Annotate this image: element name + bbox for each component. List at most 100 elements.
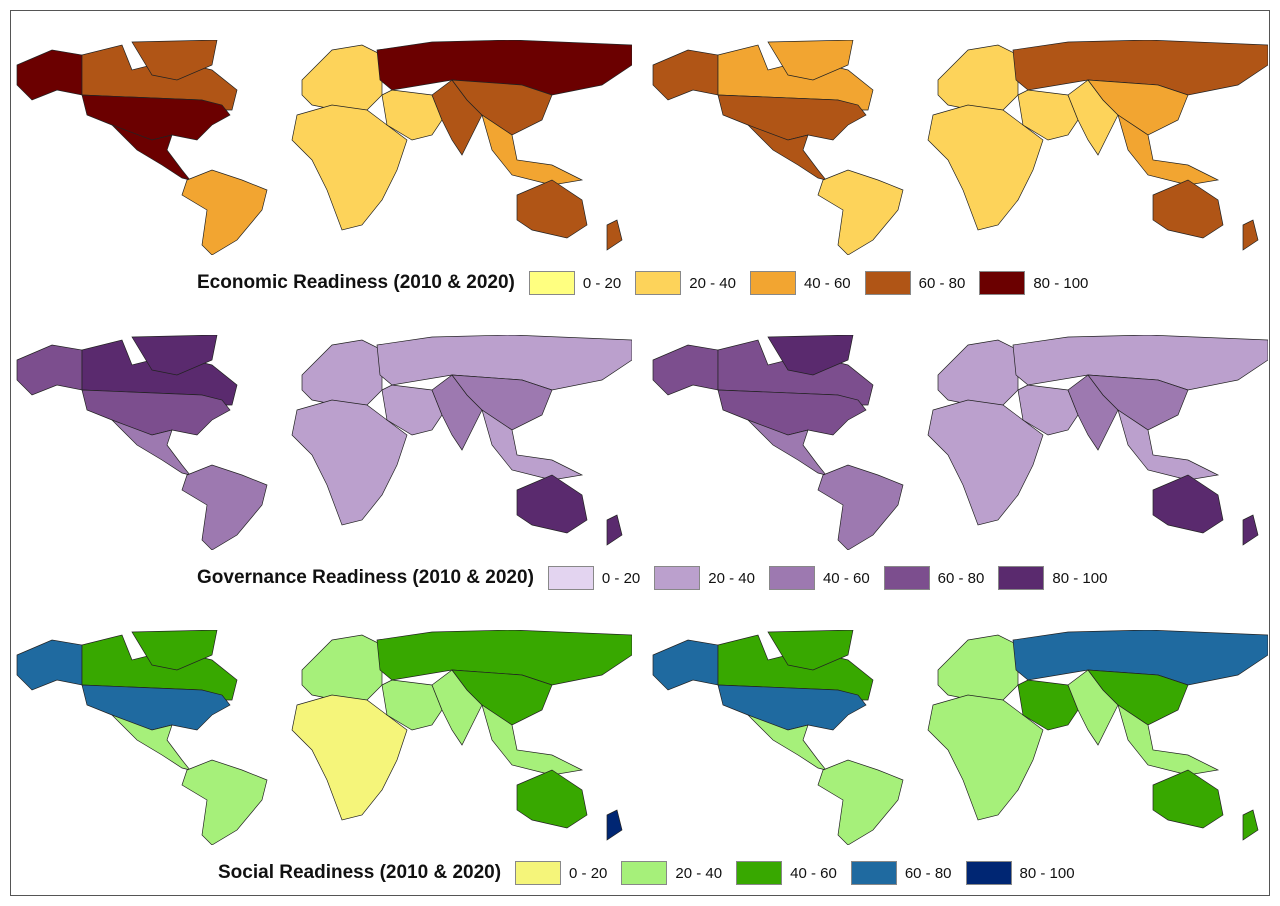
region-usa	[717, 389, 867, 436]
region-mideast	[381, 384, 443, 436]
region-africa	[927, 399, 1044, 526]
legend-item: 60 - 80	[850, 861, 958, 885]
region-alaska	[16, 49, 83, 101]
world-map-1-2020	[648, 334, 1269, 551]
region-europe	[937, 634, 1019, 701]
region-mexico	[747, 124, 827, 181]
region-alaska	[652, 49, 719, 101]
world-map-2-2020	[648, 629, 1269, 846]
region-mexico	[111, 714, 191, 771]
region-greenland	[767, 629, 854, 671]
legend-swatch	[528, 271, 575, 295]
region-australia	[516, 474, 588, 534]
legend-item: 20 - 40	[654, 566, 761, 590]
region-greenland	[131, 629, 218, 671]
region-europe	[937, 44, 1019, 111]
legend-swatch	[864, 271, 911, 295]
legend-item: 80 - 100	[998, 566, 1113, 590]
legend-swatch	[654, 566, 701, 590]
region-greenland	[131, 39, 218, 81]
legend-item: 60 - 80	[864, 271, 972, 295]
world-map-0-2010	[12, 39, 633, 256]
region-russia	[1012, 39, 1269, 96]
legend-swatch	[965, 861, 1012, 885]
legend-swatch	[768, 566, 815, 590]
region-nz	[606, 809, 623, 841]
legend-swatch	[547, 566, 594, 590]
region-southamerica	[181, 759, 268, 846]
region-europe	[301, 44, 383, 111]
legend-swatch	[883, 566, 930, 590]
region-europe	[301, 634, 383, 701]
legend-swatch	[635, 271, 682, 295]
legend-title: Governance Readiness (2010 & 2020)	[197, 567, 534, 588]
region-seasia	[1117, 114, 1220, 186]
legend-label: 0 - 20	[569, 864, 608, 882]
legend-label: 0 - 20	[582, 274, 622, 292]
region-seasia	[481, 114, 584, 186]
region-usa	[81, 389, 231, 436]
region-usa	[81, 94, 231, 141]
region-mideast	[1017, 384, 1079, 436]
region-southamerica	[181, 169, 268, 256]
legend-swatch	[998, 566, 1045, 590]
region-southamerica	[181, 464, 268, 551]
region-southamerica	[817, 464, 904, 551]
region-usa	[81, 684, 231, 731]
region-seasia	[481, 704, 584, 776]
region-mexico	[111, 124, 191, 181]
region-australia	[1152, 769, 1224, 829]
legend-label: 20 - 40	[708, 569, 755, 587]
region-russia	[376, 39, 633, 96]
world-map-0-2020	[648, 39, 1269, 256]
region-greenland	[767, 334, 854, 376]
region-alaska	[652, 344, 719, 396]
region-nz	[606, 219, 623, 251]
region-australia	[516, 769, 588, 829]
region-alaska	[16, 639, 83, 691]
region-greenland	[767, 39, 854, 81]
legend-item: 0 - 20	[547, 566, 646, 590]
region-seasia	[1117, 409, 1220, 481]
legend-label: 0 - 20	[601, 569, 641, 587]
legend-label: 80 - 100	[1052, 569, 1108, 587]
legend: Economic Readiness (2010 & 2020) 0 - 20 20…	[197, 268, 1102, 298]
region-china	[451, 374, 553, 431]
legend-swatch	[515, 861, 562, 885]
region-nz	[1242, 809, 1259, 841]
region-southamerica	[817, 169, 904, 256]
world-map-2-2010	[12, 629, 633, 846]
region-australia	[516, 179, 588, 239]
legend-item: 0 - 20	[528, 271, 627, 295]
region-nz	[606, 514, 623, 546]
region-seasia	[481, 409, 584, 481]
region-china	[1087, 669, 1189, 726]
region-usa	[717, 94, 867, 141]
region-alaska	[652, 639, 719, 691]
legend-label: 40 - 60	[822, 569, 870, 587]
legend-item: 40 - 60	[768, 566, 876, 590]
region-china	[1087, 374, 1189, 431]
legend: Governance Readiness (2010 & 2020) 0 - 20…	[197, 563, 1121, 593]
region-mexico	[747, 419, 827, 476]
region-nz	[1242, 514, 1259, 546]
region-greenland	[131, 334, 218, 376]
legend-label: 20 - 40	[675, 864, 723, 882]
region-australia	[1152, 474, 1224, 534]
legend-item: 40 - 60	[736, 861, 843, 885]
region-china	[1087, 79, 1189, 136]
region-russia	[376, 334, 633, 391]
world-map-1-2010	[12, 334, 633, 551]
legend-item: 20 - 40	[635, 271, 742, 295]
region-mexico	[111, 419, 191, 476]
region-africa	[291, 104, 408, 231]
region-mideast	[381, 89, 443, 141]
region-africa	[927, 694, 1044, 821]
region-mideast	[1017, 679, 1079, 731]
region-alaska	[16, 344, 83, 396]
region-africa	[291, 399, 408, 526]
region-southamerica	[817, 759, 904, 846]
legend-label: 40 - 60	[803, 274, 851, 292]
figure-frame	[10, 10, 1270, 896]
region-mideast	[381, 679, 443, 731]
